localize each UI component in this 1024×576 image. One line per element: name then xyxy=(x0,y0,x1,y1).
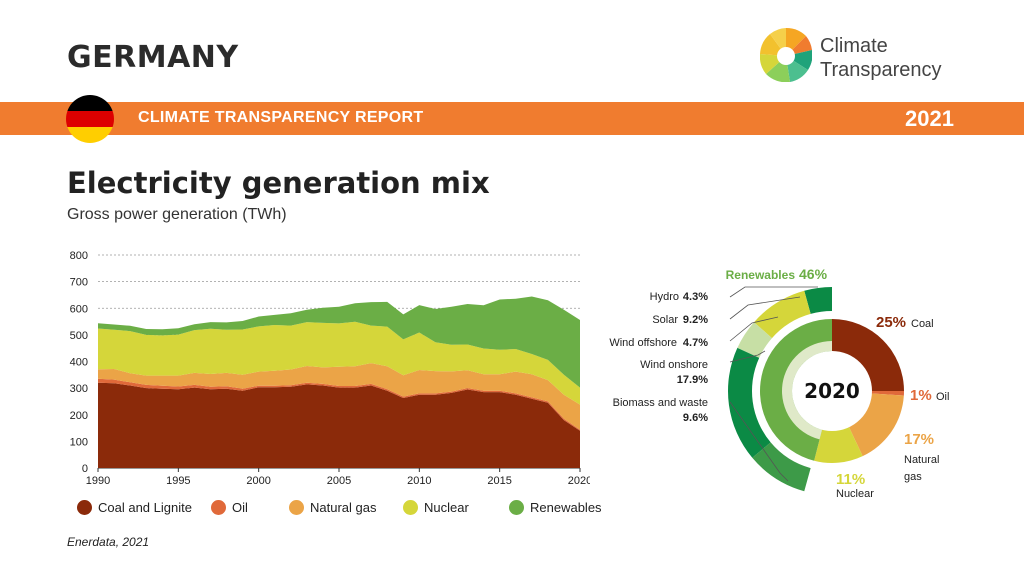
report-banner: CLIMATE TRANSPARENCY REPORT 2021 xyxy=(0,102,1024,135)
renewables-legend-swatch xyxy=(509,500,524,515)
legend-label-oil: Oil xyxy=(232,500,248,515)
country-title: GERMANY xyxy=(67,40,239,75)
leader-line xyxy=(729,316,779,342)
legend-label-nuclear: Nuclear xyxy=(424,500,469,515)
y-tick-label: 800 xyxy=(70,250,88,262)
renewables-pct: 46% xyxy=(799,266,828,282)
x-tick-label: 2020 xyxy=(568,475,590,487)
logo-line-1: Climate xyxy=(820,35,888,57)
gas-pct: 17% xyxy=(904,431,934,448)
y-tick-label: 300 xyxy=(70,383,88,395)
legend-item-renewables: Renewables xyxy=(509,500,602,515)
oil-legend-swatch xyxy=(211,500,226,515)
leader-line xyxy=(729,401,789,482)
stacked-area-chart: 0 100 200 300 400 500 600 700 800 1990 1995 2000 200… xyxy=(70,250,590,487)
x-tick-label: 2015 xyxy=(487,475,511,487)
y-tick-label: 0 xyxy=(82,463,88,475)
legend-item-coal: Coal and Lignite xyxy=(77,500,192,515)
report-title: CLIMATE TRANSPARENCY REPORT xyxy=(138,109,424,126)
x-tick-label: 2000 xyxy=(246,475,270,487)
y-tick-label: 100 xyxy=(70,436,88,448)
outer-segment-wind-onshore xyxy=(728,347,771,458)
outer-segment-hydro xyxy=(804,287,832,314)
report-year: 2021 xyxy=(905,106,954,131)
oil-pct: 1% xyxy=(910,387,932,404)
x-tick-label: 2010 xyxy=(407,475,431,487)
coal-pct: 25% xyxy=(876,314,906,331)
leader-line xyxy=(729,350,766,363)
leader-line xyxy=(729,296,801,320)
x-tick-label: 2005 xyxy=(327,475,351,487)
legend-label-renewables: Renewables xyxy=(530,500,602,515)
outer-segment-wind-offshore xyxy=(737,322,772,358)
y-tick-label: 600 xyxy=(70,303,88,315)
legend-label-gas: Natural gas xyxy=(310,500,377,515)
chart-title: Electricity generation mix xyxy=(67,166,490,200)
chart-subtitle: Gross power generation (TWh) xyxy=(67,206,287,223)
gas-legend-swatch xyxy=(289,500,304,515)
donut-chart: 2020 Renewables 46% Hydro 4.3% Solar 9.2% Wind … xyxy=(609,266,949,500)
flag-stripe-gold xyxy=(66,127,114,143)
x-tick-label: 1990 xyxy=(86,475,110,487)
area-gas xyxy=(98,363,580,430)
renewables-separator-ring xyxy=(782,341,832,440)
logo-line-2: Transparency xyxy=(820,59,942,81)
flag-stripe-red xyxy=(66,111,114,127)
gas-label-1: Natural xyxy=(904,454,939,466)
germany-flag-icon xyxy=(66,95,114,143)
oil-label: Oil xyxy=(936,391,949,403)
nuclear-pct: 11% xyxy=(836,471,865,488)
y-tick-label: 200 xyxy=(70,410,88,422)
wind-onshore-label: Wind onshore xyxy=(640,359,708,371)
logo-icon xyxy=(759,27,813,83)
gas-label-2: gas xyxy=(904,471,922,483)
climate-transparency-logo: Climate Transparency xyxy=(759,26,970,86)
legend-item-gas: Natural gas xyxy=(289,500,376,515)
leader-line xyxy=(729,286,818,298)
solar-label: Solar xyxy=(652,314,678,326)
solar-pct: 9.2% xyxy=(683,314,708,326)
area-nuclear xyxy=(98,321,580,405)
y-tick-label: 500 xyxy=(70,330,88,342)
area-renewables xyxy=(98,296,580,388)
source-note: Enerdata, 2021 xyxy=(67,535,150,549)
x-tick-label: 1995 xyxy=(166,475,190,487)
hydro-pct: 4.3% xyxy=(683,291,708,303)
y-tick-label: 400 xyxy=(70,357,88,369)
biomass-label: Biomass and waste xyxy=(613,397,708,409)
nuclear-label: Nuclear xyxy=(836,488,874,500)
renewables-label: Renewables xyxy=(726,268,796,282)
y-tick-label: 700 xyxy=(70,277,88,289)
nuclear-legend-swatch xyxy=(403,500,418,515)
area-coal xyxy=(98,382,580,468)
wind-offshore-pct: 4.7% xyxy=(683,337,708,349)
legend-label-coal: Coal and Lignite xyxy=(98,500,192,515)
wind-offshore-label: Wind offshore xyxy=(609,337,677,349)
donut-center xyxy=(792,351,872,431)
logo-text: Climate Transparency xyxy=(820,34,942,82)
flag-stripe-black xyxy=(66,95,114,111)
outer-segment-solar xyxy=(753,290,811,339)
coal-label: Coal xyxy=(911,318,934,330)
legend-item-oil: Oil xyxy=(211,500,248,515)
wind-onshore-pct: 17.9% xyxy=(677,374,708,386)
coal-legend-swatch xyxy=(77,500,92,515)
legend-item-nuclear: Nuclear xyxy=(403,500,469,515)
donut-center-label: 2020 xyxy=(804,379,860,403)
biomass-pct: 9.6% xyxy=(683,412,708,424)
hydro-label: Hydro xyxy=(650,291,679,303)
